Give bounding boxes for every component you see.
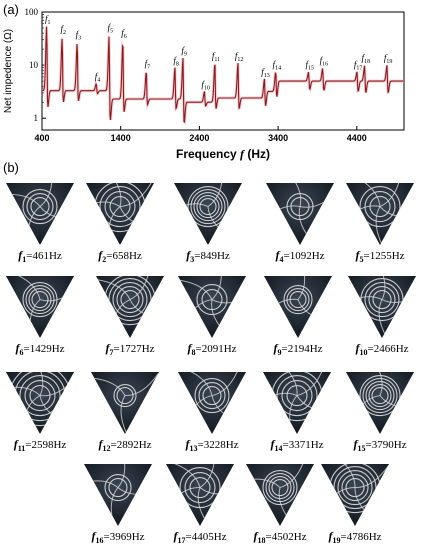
mode-frequency-caption: f3=849Hz xyxy=(186,248,230,265)
y-axis-label: Net impedence (Ω) xyxy=(3,29,14,113)
mode-shape-image xyxy=(6,372,74,439)
mode-shape-image xyxy=(166,464,234,531)
mode-frequency-caption: f7=1727Hz xyxy=(105,341,155,358)
mode-shape-image xyxy=(86,183,154,250)
mode-shape-image xyxy=(246,464,314,531)
mode-frequency-caption: f8=2091Hz xyxy=(187,341,237,358)
mode-shape-image xyxy=(96,276,164,343)
panel-b-label: (b) xyxy=(3,160,19,175)
peak-label: f11 xyxy=(212,51,220,63)
mode-frequency-caption: f14=3371Hz xyxy=(270,437,324,454)
mode-frequency-caption: f18=4502Hz xyxy=(253,529,307,546)
peak-label: f3 xyxy=(76,29,82,41)
x-tick-label: 400 xyxy=(34,133,49,143)
mode-shape-image xyxy=(346,183,414,250)
peak-label: f1 xyxy=(45,14,51,26)
mode-frequency-caption: f12=2892Hz xyxy=(98,437,152,454)
peak-label: f8 xyxy=(173,56,179,68)
mode-shape-image xyxy=(174,183,242,250)
peak-label: f2 xyxy=(61,24,67,36)
mode-frequency-caption: f15=3790Hz xyxy=(353,437,407,454)
mode-shape-image xyxy=(6,183,74,250)
peak-label: f9 xyxy=(181,45,187,57)
peak-label: f10 xyxy=(201,79,210,91)
mode-frequency-caption: f6=1429Hz xyxy=(15,341,65,358)
mode-shape-image xyxy=(266,183,334,250)
peak-label: f12 xyxy=(235,51,244,63)
peak-label: f6 xyxy=(121,28,127,40)
x-tick-label: 1400 xyxy=(111,133,131,143)
mode-frequency-caption: f5=1255Hz xyxy=(355,248,405,265)
y-tick-label: 10 xyxy=(29,60,39,70)
peak-label: f5 xyxy=(108,22,114,34)
mode-shape-image xyxy=(264,276,332,343)
y-tick-label: 1 xyxy=(34,113,39,123)
mode-frequency-caption: f11=2598Hz xyxy=(13,437,67,454)
mode-shape-image xyxy=(91,372,159,439)
impedance-series-line xyxy=(42,26,404,123)
peak-label: f4 xyxy=(95,72,101,84)
mode-frequency-caption: f19=4786Hz xyxy=(328,529,382,546)
mode-shape-image xyxy=(263,372,331,439)
mode-shape-image xyxy=(321,464,389,531)
mode-frequency-caption: f10=2466Hz xyxy=(355,341,409,358)
peak-label: f18 xyxy=(362,53,371,65)
mode-shape-image xyxy=(178,276,246,343)
x-tick-label: 4400 xyxy=(347,133,367,143)
mode-frequency-caption: f9=2194Hz xyxy=(273,341,323,358)
mode-frequency-caption: f16=3969Hz xyxy=(91,529,145,546)
mode-shape-image xyxy=(346,372,414,439)
peak-label: f7 xyxy=(145,58,151,70)
mode-frequency-caption: f13=3228Hz xyxy=(185,437,239,454)
impedance-chart: 1 10 100 400 1400 2400 3400 4400 Frequency f (Hz… xyxy=(3,7,405,161)
peak-label: f16 xyxy=(320,56,329,68)
panel-a-label: (a) xyxy=(3,2,19,17)
peak-label: f17 xyxy=(354,60,363,72)
mode-shape-image xyxy=(348,276,416,343)
mode-frequency-caption: f17=4405Hz xyxy=(173,529,227,546)
x-tick-label: 2400 xyxy=(189,133,209,143)
peak-label: f19 xyxy=(384,53,393,65)
peak-label: f15 xyxy=(306,60,315,72)
y-tick-label: 100 xyxy=(25,7,39,17)
peak-label: f14 xyxy=(273,60,282,72)
mode-frequency-caption: f4=1092Hz xyxy=(275,248,325,265)
mode-shape-image xyxy=(6,276,74,343)
mode-shape-image xyxy=(84,464,152,531)
x-tick-label: 3400 xyxy=(268,133,288,143)
x-axis-label: Frequency f (Hz) xyxy=(176,147,270,161)
mode-shape-image xyxy=(178,372,246,439)
peak-label: f13 xyxy=(261,67,270,79)
plot-frame xyxy=(41,11,405,131)
mode-frequency-caption: f1=461Hz xyxy=(18,248,62,265)
mode-frequency-caption: f2=658Hz xyxy=(98,248,142,265)
